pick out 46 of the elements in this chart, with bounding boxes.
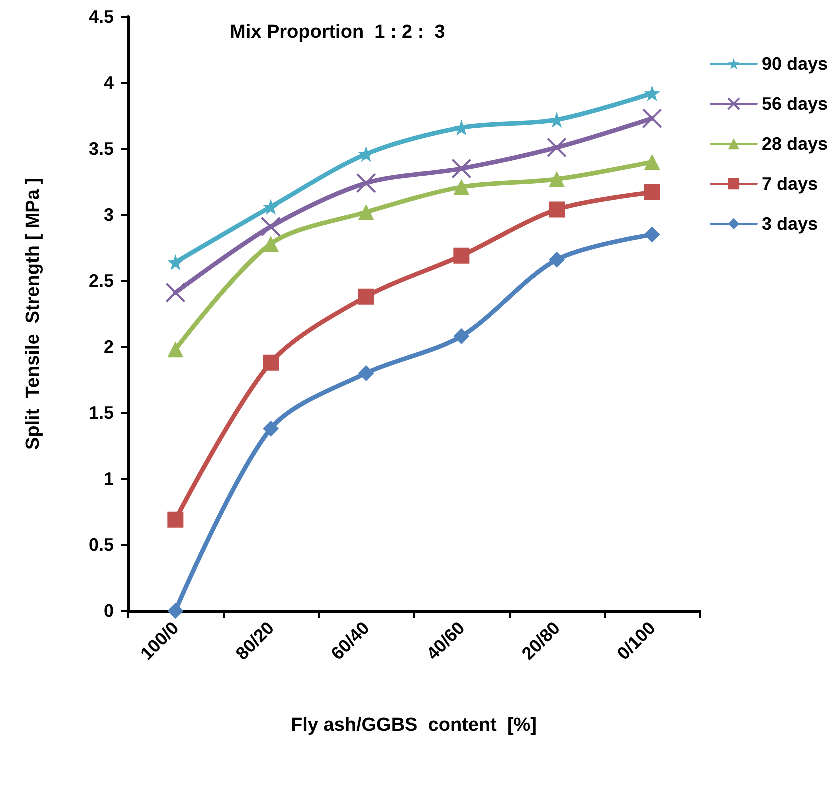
point	[358, 365, 374, 382]
point	[168, 342, 184, 358]
y-axis-title: Split Tensile Strength [ MPa ]	[23, 178, 44, 450]
point	[642, 108, 662, 129]
point	[549, 202, 565, 218]
legend-label: 28 days	[762, 134, 828, 154]
point	[356, 173, 376, 194]
y-tick-label: 4	[104, 73, 114, 93]
x-axis-title: Fly ash/GGBS content [%]	[291, 715, 537, 736]
point	[454, 328, 470, 344]
point	[454, 248, 470, 264]
y-tick-label: 2.5	[88, 271, 114, 291]
point	[547, 138, 567, 158]
point	[261, 216, 281, 237]
point	[263, 199, 279, 216]
point	[168, 603, 184, 619]
point	[358, 288, 374, 305]
point	[549, 252, 565, 268]
point	[358, 146, 374, 162]
y-tick-label: 3	[104, 205, 114, 225]
point	[166, 282, 186, 303]
point	[644, 154, 660, 170]
point	[454, 179, 470, 196]
point	[358, 204, 374, 220]
legend-label: 7 days	[762, 174, 818, 194]
y-tick-label: 3.5	[88, 139, 114, 159]
y-tick-label: 0	[104, 601, 114, 621]
legend-label: 3 days	[762, 214, 818, 234]
point	[168, 254, 184, 271]
y-tick-label: 1.5	[88, 403, 114, 423]
point	[644, 226, 660, 243]
point	[549, 171, 565, 188]
point	[263, 236, 279, 252]
legend-label: 90 days	[762, 54, 828, 74]
legend-label: 56 days	[762, 94, 828, 114]
point	[452, 158, 472, 179]
y-tick-label: 1	[104, 469, 114, 489]
y-tick-label: 2	[104, 337, 114, 357]
chart-title: Mix Proportion 1 : 2 : 3	[230, 22, 446, 43]
y-tick-label: 0.5	[88, 535, 114, 555]
y-tick-label: 4.5	[88, 7, 114, 27]
point	[263, 354, 279, 371]
point	[263, 420, 279, 437]
point	[168, 512, 184, 528]
point	[644, 86, 660, 102]
point	[644, 184, 660, 201]
